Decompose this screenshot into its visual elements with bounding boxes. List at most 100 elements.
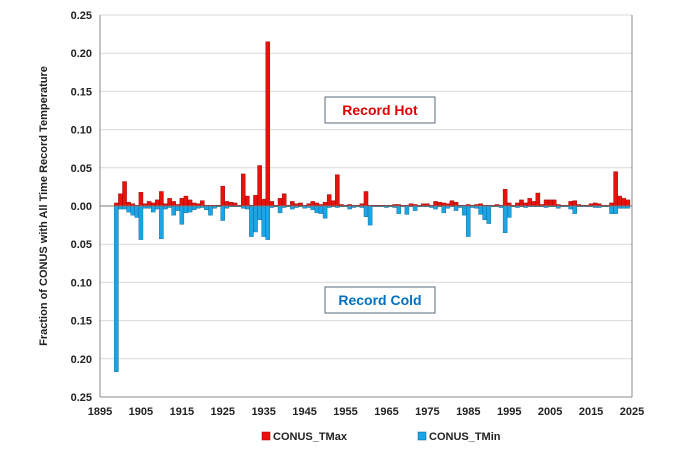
tmin-bar-1908 [150,205,156,213]
legend-swatch-tmax [261,431,271,441]
tmax-bar-1960 [363,191,369,207]
tmax-bar-1907 [146,201,152,207]
tmax-bar-1942 [290,201,295,207]
tmin-bar-1917 [187,205,193,213]
tmax-bar-1934 [257,165,262,207]
tmin-bar-1989 [482,205,487,220]
tmax-bar-1920 [200,200,205,207]
tmin-bar-1994 [502,205,508,233]
tmax-bar-1913 [171,201,176,207]
x-tick-labels: 1895 1905 1915 1925 1935 1945 1955 1965 1975 1985… [88,406,644,418]
x-tick-label: 1935 [251,406,275,418]
y-tick-label: 0.00 [71,201,92,213]
tmax-bar-2006 [552,199,557,207]
y-tick-label: 0.20 [71,354,92,366]
tmin-bar-1972 [412,205,418,211]
x-tick-label: 1915 [170,406,194,418]
tmax-bar-1947 [310,201,316,207]
tmax-bar-2001 [531,201,537,207]
x-tick-label: 1965 [374,406,398,418]
tmax-bar-1953 [335,174,340,207]
tmax-bar-1937 [269,201,275,207]
tmax-bar-1900 [118,193,123,207]
tmin-bar-1916 [183,205,189,214]
x-tick-label: 2025 [620,406,644,418]
tmax-bar-1905 [138,192,144,207]
tmax-bar-1910 [159,191,164,207]
tmin-bar-1934 [257,205,262,220]
legend: CONUS_TMax CONUS_TMin [261,431,501,443]
tmax-bar-1926 [224,201,230,207]
x-tick-label: 2015 [579,406,603,418]
tmin-bar-1988 [478,205,483,215]
tmax-bar-1982 [453,201,459,207]
tmax-bar-1939 [277,198,283,207]
tmax-bar-2021 [613,171,618,207]
tmin-bar-1939 [277,205,283,214]
y-tick-label: 0.05 [71,239,92,251]
tmin-bar-1915 [179,205,185,225]
x-tick-label: 1985 [456,406,480,418]
tmin-bar-1947 [310,205,316,211]
tmax-bar-2002 [535,192,541,207]
tmin-bar-1984 [461,205,467,216]
tmin-bar-1903 [130,205,135,216]
tmin-bar-1905 [138,205,144,240]
tmax-bar-1927 [228,201,234,207]
x-tick-label: 1895 [88,406,112,418]
tmin-bar-1933 [253,205,258,233]
tmin-bar-1904 [134,205,140,218]
tmax-bar-2022 [617,195,622,207]
tmax-bar-1917 [187,199,193,207]
tmin-bar-1995 [506,205,512,218]
tmax-bar-1925 [220,185,226,207]
tmax-bar-2005 [547,199,553,207]
y-tick-label: 0.20 [71,48,92,60]
tmin-bar-1961 [367,205,373,226]
x-tick-label: 1995 [497,406,521,418]
tmin-bar-1932 [249,205,254,237]
tmin-bar-1982 [453,205,459,211]
x-tick-label: 1945 [292,406,316,418]
tmin-bar-1902 [126,205,131,213]
record-hot-box [324,96,436,124]
tmax-bar-1915 [179,198,185,207]
tmin-bar-1968 [396,205,401,214]
tmax-bar-1930 [240,173,246,207]
x-tick-label: 1955 [333,406,357,418]
tmin-bar-1960 [363,205,369,217]
x-tick-label: 1925 [211,406,235,418]
y-tick-label: 0.25 [71,392,92,404]
x-tick-label: 1975 [415,406,439,418]
tmax-bar-1933 [253,195,258,207]
tmax-bar-1902 [126,201,131,207]
tmax-bar-1901 [122,181,127,207]
tmin-bar-1918 [191,205,197,211]
tmin-bar-2021 [613,205,618,214]
tmin-bar-1979 [441,205,447,214]
tmin-bar-2011 [572,205,577,214]
y-tick-label: 0.15 [71,86,92,98]
tmax-bar-2010 [568,201,573,207]
tmax-bar-1981 [449,200,455,207]
tmax-bar-1951 [326,194,332,207]
tmax-bar-1912 [167,198,172,207]
y-tick-label: 0.05 [71,163,92,175]
tmax-bar-1936 [265,41,271,207]
tmin-bar-2020 [609,205,614,214]
tmax-bar-1916 [183,195,189,207]
tmin-bar-1935 [261,205,266,237]
tmin-bar-1899 [114,205,119,372]
bars [114,41,631,372]
y-tick-label: 0.10 [71,125,92,137]
tmin-bar-1913 [171,205,176,216]
y-tick-labels: 0.25 0.20 0.15 0.10 0.05 0.00 0.05 0.10 0.15 0.20… [71,10,92,404]
tmin-bar-1922 [208,205,213,216]
tmax-bar-1935 [261,198,266,207]
tmax-bar-1998 [519,199,524,207]
tmin-bar-1936 [265,205,271,240]
x-tick-label: 1905 [129,406,153,418]
record-cold-box [324,286,436,314]
legend-label-tmin: CONUS_TMin [429,431,501,443]
